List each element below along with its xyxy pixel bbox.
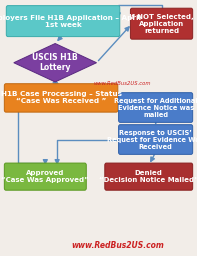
Text: Employers File H1B Application – April
1st week: Employers File H1B Application – April 1… (0, 15, 141, 28)
FancyBboxPatch shape (4, 84, 118, 112)
Text: Request for Additional
Evidence Notice was
mailed: Request for Additional Evidence Notice w… (114, 98, 197, 118)
FancyBboxPatch shape (6, 6, 120, 37)
Text: H1B Case Processing – Status
“Case Was Received ”: H1B Case Processing – Status “Case Was R… (1, 91, 122, 104)
Text: USCIS H1B
Lottery: USCIS H1B Lottery (32, 53, 78, 72)
Text: www.RedBus2US.com: www.RedBus2US.com (72, 241, 165, 250)
FancyBboxPatch shape (119, 125, 193, 154)
FancyBboxPatch shape (119, 93, 193, 122)
Text: Approved
“Case Was Approved”: Approved “Case Was Approved” (1, 170, 89, 183)
Polygon shape (14, 44, 97, 82)
FancyBboxPatch shape (130, 8, 193, 39)
Text: Response to USCIS’
Request for Evidence Was
Received: Response to USCIS’ Request for Evidence … (107, 130, 197, 150)
FancyBboxPatch shape (105, 163, 193, 190)
FancyBboxPatch shape (4, 163, 86, 190)
Text: Denied
“Decision Notice Mailed”: Denied “Decision Notice Mailed” (99, 170, 197, 183)
Text: www.RedBus2US.com: www.RedBus2US.com (93, 81, 151, 87)
Text: If NOT Selected,
Application
returned: If NOT Selected, Application returned (129, 14, 194, 34)
